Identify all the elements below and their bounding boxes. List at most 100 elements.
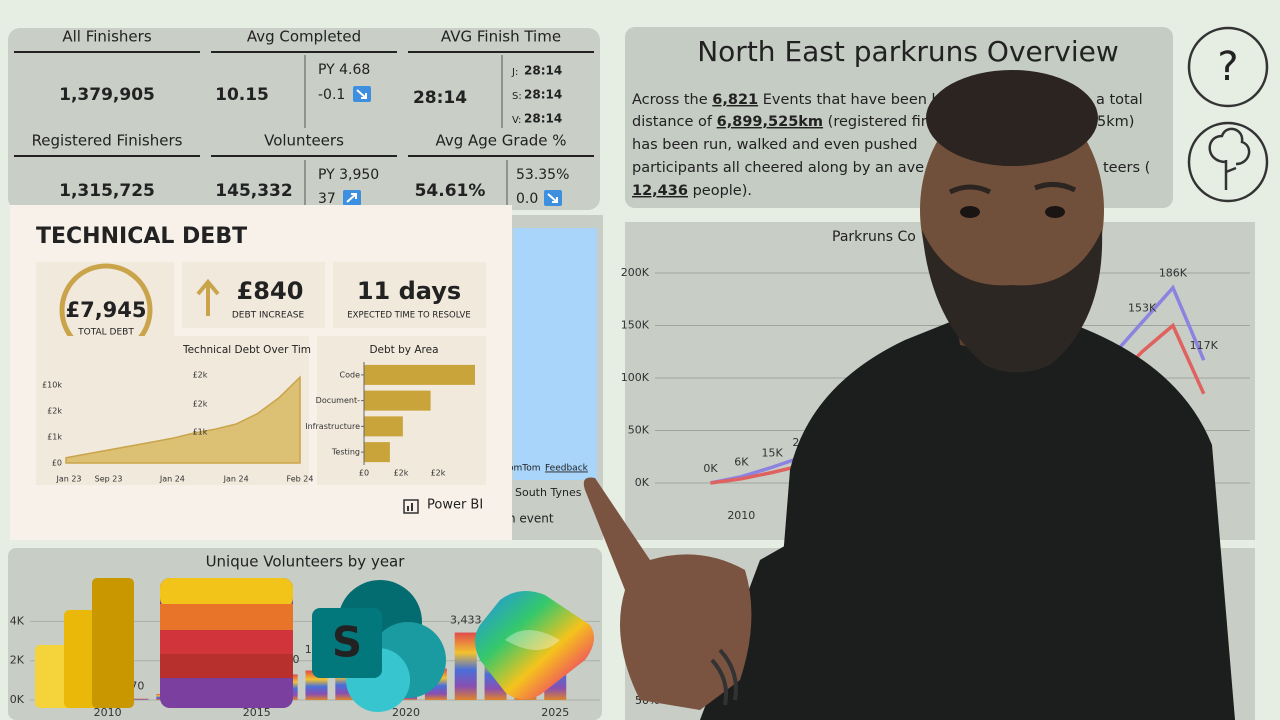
kpi-previous: PY 3,950 xyxy=(318,167,379,183)
split-label: J: xyxy=(511,67,518,78)
overview-line: 12,436 people). xyxy=(632,183,752,199)
data-label: 1, xyxy=(305,643,316,656)
annotation: £1k xyxy=(193,428,208,437)
bracelets xyxy=(710,648,738,706)
sharepoint-letter: S xyxy=(332,618,362,667)
map xyxy=(513,228,597,480)
y-tick-label: 0K xyxy=(635,476,650,489)
debt-by-area: £0 £2k £2k Code Document- Infrastructure Testi… xyxy=(305,362,475,478)
y-tick-label: 150K xyxy=(621,319,650,332)
overview-text: participants all cheered along by an ave xyxy=(632,160,924,176)
brows xyxy=(948,182,1077,195)
map-attribution: omTom xyxy=(508,464,541,474)
overview-text: 6,899,525km xyxy=(717,114,823,130)
product-logos: S xyxy=(35,578,594,712)
overview-text: 5km) xyxy=(1097,114,1134,130)
split-value: 28:14 xyxy=(524,88,562,102)
x-tick-label: Sep 23 xyxy=(95,475,123,484)
y-tick-label: £2k xyxy=(47,407,62,416)
area xyxy=(65,375,301,464)
overview-text: teers ( xyxy=(1103,160,1150,176)
category-label: Infrastructure xyxy=(305,422,360,431)
chart-title: Technical Debt Over Tim xyxy=(182,344,311,356)
overview-line: participants all cheered along by an ave xyxy=(632,160,924,176)
x-tick-label: £2k xyxy=(394,469,409,478)
kpi-value: 145,332 xyxy=(215,181,292,201)
resolve-value: 11 days xyxy=(357,277,461,305)
tile xyxy=(333,262,486,328)
kpi-value: 28:14 xyxy=(413,88,467,108)
hair xyxy=(926,70,1098,166)
x-tick-label: Feb 24 xyxy=(287,475,314,484)
overview-line: 5km) xyxy=(1097,114,1134,130)
x-tick-label: £2k xyxy=(431,469,446,478)
x-tick-label: 2020 xyxy=(392,706,420,719)
stack-logo xyxy=(160,578,293,708)
kpi-title: All Finishers xyxy=(62,28,151,46)
kpi-value: 54.61% xyxy=(415,181,486,201)
eye xyxy=(1045,206,1065,218)
technical-debt-card: TECHNICAL DEBT £7,945 TOTAL DEBT £840 DE… xyxy=(10,205,512,540)
power-bi-logo xyxy=(35,578,134,708)
increase-value: £840 xyxy=(237,277,304,305)
y-tick-label: £10k xyxy=(42,381,62,390)
overview-text: people). xyxy=(688,183,752,199)
trend-up-icon xyxy=(343,190,361,206)
kpi-previous: PY 4.68 xyxy=(318,62,370,78)
kpi-value: 1,315,725 xyxy=(59,181,155,201)
overview-text: distance of xyxy=(632,114,717,130)
trend-down-icon xyxy=(353,86,371,102)
trend-down-icon xyxy=(544,190,562,206)
map-feedback: Feedback xyxy=(545,464,589,474)
resolve-label: EXPECTED TIME TO RESOLVE xyxy=(347,311,470,321)
data-label: 3,433 xyxy=(450,614,482,627)
overview-line: distance of 6,899,525km (registered fini xyxy=(632,114,934,130)
map-caption: n event xyxy=(508,512,554,526)
kpi-title: Registered Finishers xyxy=(32,132,183,150)
kpi-change: 0.0 xyxy=(516,191,538,207)
split-label: V: xyxy=(512,115,521,126)
x-tick-label: Jan 24 xyxy=(159,475,185,484)
power-bi-mark xyxy=(403,499,419,514)
eye xyxy=(960,206,980,218)
x-tick-label: Jan 24 xyxy=(223,475,249,484)
split-value: 28:14 xyxy=(524,112,562,126)
kpi-panel: All Finishers 1,379,905 Avg Completed 10… xyxy=(8,28,600,210)
x-tick-label: 2025 xyxy=(541,706,569,719)
kpi-change: -0.1 xyxy=(318,87,345,103)
kpi-title: AVG Finish Time xyxy=(441,28,561,46)
overview-text: a total xyxy=(1096,92,1143,108)
data-label: 0 xyxy=(293,653,300,666)
bar xyxy=(364,390,431,411)
bar xyxy=(364,442,390,463)
kpi-title: Avg Age Grade % xyxy=(435,132,566,150)
overview-line: Across the 6,821 Events that have been h… xyxy=(632,92,950,108)
kpi-change: 37 xyxy=(318,191,336,207)
data-label: 6K xyxy=(734,456,749,469)
overview-text: Across the xyxy=(632,92,712,108)
overview-text: 12,436 xyxy=(632,183,688,199)
tree-icon-ring xyxy=(1187,121,1269,203)
x-tick-label: 2010 xyxy=(727,509,755,522)
panel xyxy=(8,28,600,210)
copilot-logo xyxy=(475,591,594,700)
icons: ? xyxy=(1187,26,1269,203)
category-label: Code xyxy=(340,370,361,379)
tile xyxy=(182,262,325,328)
up-arrow xyxy=(196,278,220,316)
annotation: £2k xyxy=(193,400,208,409)
map-panel: omTom Feedback South Tynes n event xyxy=(503,215,603,540)
y-tick-label: 0K xyxy=(10,693,25,706)
data-label: 15K xyxy=(762,446,784,459)
chart-title: Debt by Area xyxy=(369,344,438,356)
kpi-value: 10.15 xyxy=(215,85,269,105)
total-label: TOTAL DEBT xyxy=(77,328,134,338)
overview-line: teers ( xyxy=(1103,160,1150,176)
map-place: South Tynes xyxy=(515,486,582,499)
help-icon-ring xyxy=(1187,26,1269,108)
bar xyxy=(364,364,475,385)
overview-text: (registered fini xyxy=(823,114,934,130)
help-icon: ? xyxy=(1217,44,1238,90)
x-tick-label: 2015 xyxy=(243,706,271,719)
